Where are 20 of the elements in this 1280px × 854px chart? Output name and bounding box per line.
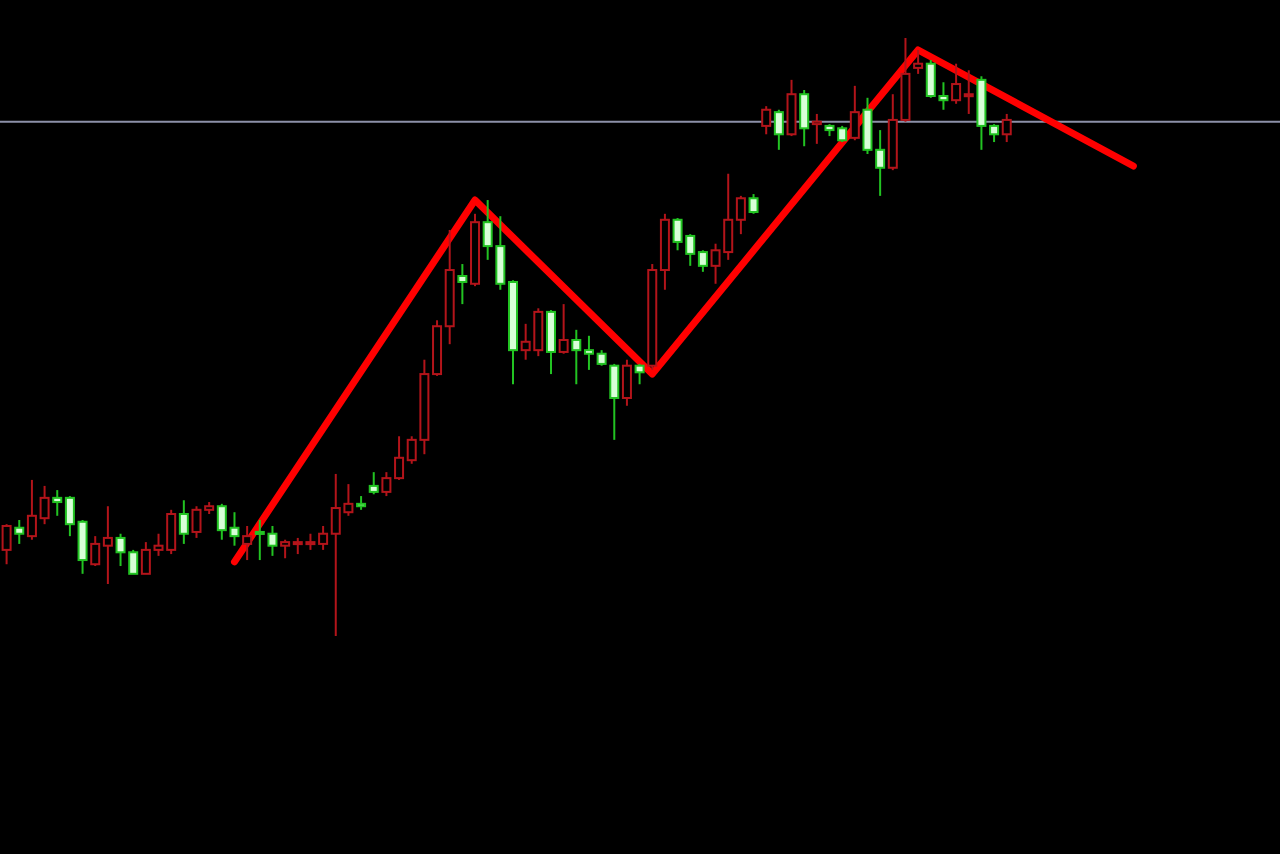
candlestick	[558, 303, 569, 355]
candlestick	[634, 362, 645, 386]
candlestick	[457, 263, 468, 306]
candlestick	[849, 84, 860, 142]
candlestick	[799, 89, 810, 148]
candlestick	[748, 193, 759, 215]
candlestick	[368, 471, 379, 496]
candlestick	[1, 523, 12, 566]
candlestick	[811, 112, 822, 145]
candlestick	[621, 358, 632, 407]
candlestick	[761, 105, 772, 136]
candlestick	[14, 518, 25, 545]
candlestick	[242, 524, 253, 562]
candlestick	[913, 48, 924, 75]
candlestick	[773, 108, 784, 151]
candlestick	[545, 309, 556, 376]
candlestick	[786, 78, 797, 138]
candlestick	[178, 499, 189, 545]
candlestick	[609, 362, 620, 441]
candlestick	[1001, 112, 1012, 144]
